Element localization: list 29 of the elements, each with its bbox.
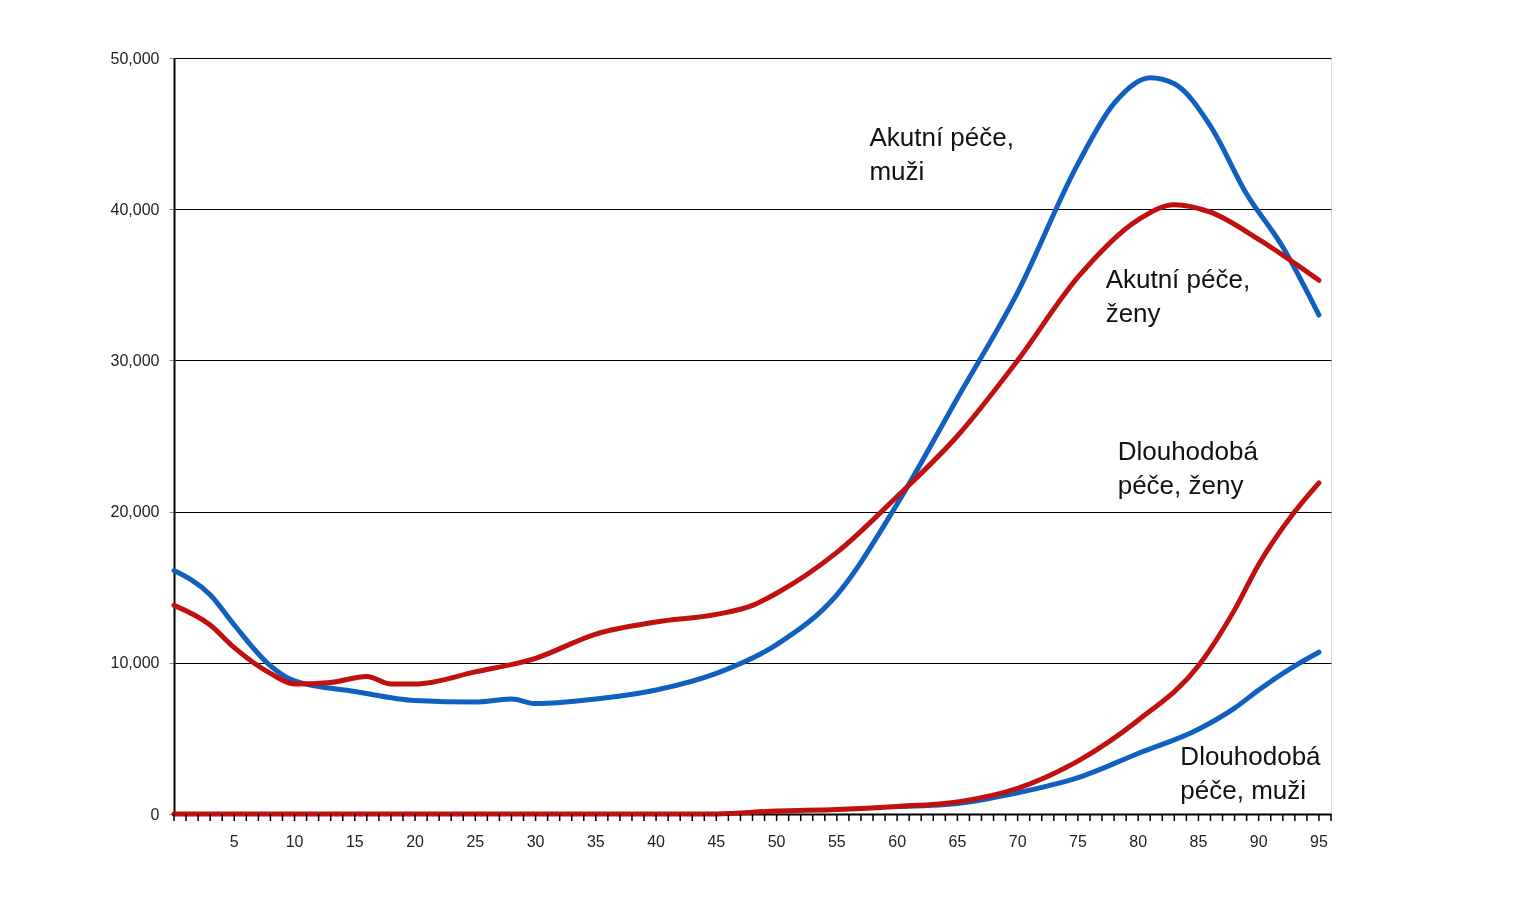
x-tick-label: 30	[526, 833, 545, 850]
x-tick-label: 75	[1069, 833, 1087, 850]
x-tick-label: 10	[285, 833, 304, 850]
y-tick-label: 10,000	[110, 654, 160, 672]
x-tick-label: 45	[707, 833, 726, 850]
series-label: Dlouhodobá péče, ženy	[1117, 436, 1259, 501]
x-tick-label: 15	[345, 833, 364, 850]
x-tick-label: 35	[586, 833, 605, 850]
x-tick-label: 85	[1189, 833, 1208, 850]
series-label: Akutní péče, muži	[869, 121, 1014, 186]
y-tick-label: 0	[150, 805, 160, 823]
y-tick-label: 20,000	[110, 503, 160, 521]
x-tick-label: 55	[827, 833, 846, 850]
y-tick-label: 50,000	[110, 49, 160, 67]
y-tick-label: 30,000	[110, 351, 160, 369]
x-tick-label: 20	[406, 833, 425, 850]
x-tick-label: 70	[1008, 833, 1027, 850]
series-label: Dlouhodobá péče, muži	[1180, 741, 1322, 806]
series-label: Akutní péče, ženy	[1105, 263, 1251, 328]
x-tick-label: 25	[466, 833, 485, 850]
y-tick-label: 40,000	[110, 200, 160, 218]
x-tick-label: 5	[229, 833, 239, 850]
x-tick-label: 60	[888, 833, 907, 850]
x-tick-label: 65	[948, 833, 967, 850]
x-tick-label: 40	[647, 833, 666, 850]
x-tick-label: 95	[1310, 833, 1328, 850]
x-tick-label: 50	[767, 833, 786, 850]
x-tick-label: 90	[1249, 833, 1268, 850]
x-tick-label: 80	[1129, 833, 1148, 850]
